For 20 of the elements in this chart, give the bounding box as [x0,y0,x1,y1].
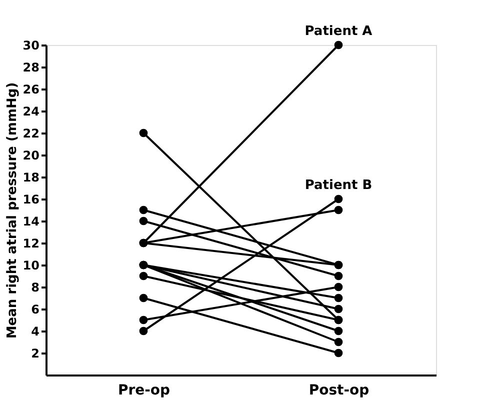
y-axis-title: Mean right atrial pressure (mmHg) [4,82,20,339]
y-tick-label: 18 [22,170,40,184]
y-tick-label: 20 [22,148,40,162]
y-tick-label: 12 [22,236,40,250]
annotation: Patient A [304,24,372,39]
annotation: Patient B [304,178,372,193]
y-tick-label: 22 [22,126,40,140]
y-tick-label: 2 [31,346,40,360]
y-tick-label: 24 [22,104,40,118]
y-tick-label: 4 [31,324,40,338]
x-tick-label: Post-op [308,382,370,398]
y-tick-label: 26 [22,82,40,96]
y-tick-label: 14 [22,214,40,228]
x-tick-label: Pre-op [118,382,170,398]
y-tick-label: 16 [22,192,40,206]
y-tick-label: 8 [31,280,40,294]
y-tick-label: 30 [22,38,40,52]
y-tick-label: 6 [31,302,40,316]
y-tick-label: 10 [22,258,40,272]
y-tick-label: 28 [22,60,40,74]
